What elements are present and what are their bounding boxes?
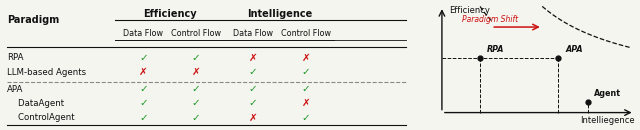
Text: DataAgent: DataAgent	[7, 99, 65, 108]
Text: ✓: ✓	[301, 113, 310, 123]
Text: ✓: ✓	[139, 53, 148, 63]
Text: ✓: ✓	[192, 84, 200, 94]
Text: APA: APA	[7, 84, 24, 94]
Text: Efficiency: Efficiency	[449, 6, 490, 15]
Text: ✓: ✓	[301, 67, 310, 77]
Text: Agent: Agent	[595, 89, 621, 98]
Text: Intelliegence: Intelliegence	[580, 116, 634, 125]
Text: ✗: ✗	[301, 53, 310, 63]
Text: Data Flow: Data Flow	[124, 29, 163, 38]
Text: ✗: ✗	[192, 67, 200, 77]
Text: ✓: ✓	[301, 84, 310, 94]
Text: ✓: ✓	[249, 67, 257, 77]
Text: ✗: ✗	[249, 113, 257, 123]
Text: RPA: RPA	[486, 45, 504, 54]
Text: Intelligence: Intelligence	[247, 9, 312, 19]
Text: Data Flow: Data Flow	[233, 29, 273, 38]
Text: Control Flow: Control Flow	[281, 29, 331, 38]
Text: ✓: ✓	[192, 53, 200, 63]
Text: ✗: ✗	[139, 67, 148, 77]
Text: Paradigm: Paradigm	[7, 15, 60, 25]
Text: Control Flow: Control Flow	[172, 29, 221, 38]
Text: Paradigm Shift: Paradigm Shift	[462, 15, 518, 24]
Text: RPA: RPA	[7, 53, 24, 62]
Text: Efficiency: Efficiency	[143, 9, 196, 19]
Text: ✓: ✓	[192, 98, 200, 108]
Text: ControlAgent: ControlAgent	[7, 113, 75, 122]
Text: ✓: ✓	[139, 98, 148, 108]
Text: ✗: ✗	[301, 98, 310, 108]
Text: LLM-based Agents: LLM-based Agents	[7, 68, 86, 77]
Text: APA: APA	[565, 45, 583, 54]
Text: ✓: ✓	[192, 113, 200, 123]
Text: ✓: ✓	[249, 98, 257, 108]
Text: ✓: ✓	[139, 113, 148, 123]
Text: ✓: ✓	[139, 84, 148, 94]
Text: ✗: ✗	[249, 53, 257, 63]
Text: ✓: ✓	[249, 84, 257, 94]
